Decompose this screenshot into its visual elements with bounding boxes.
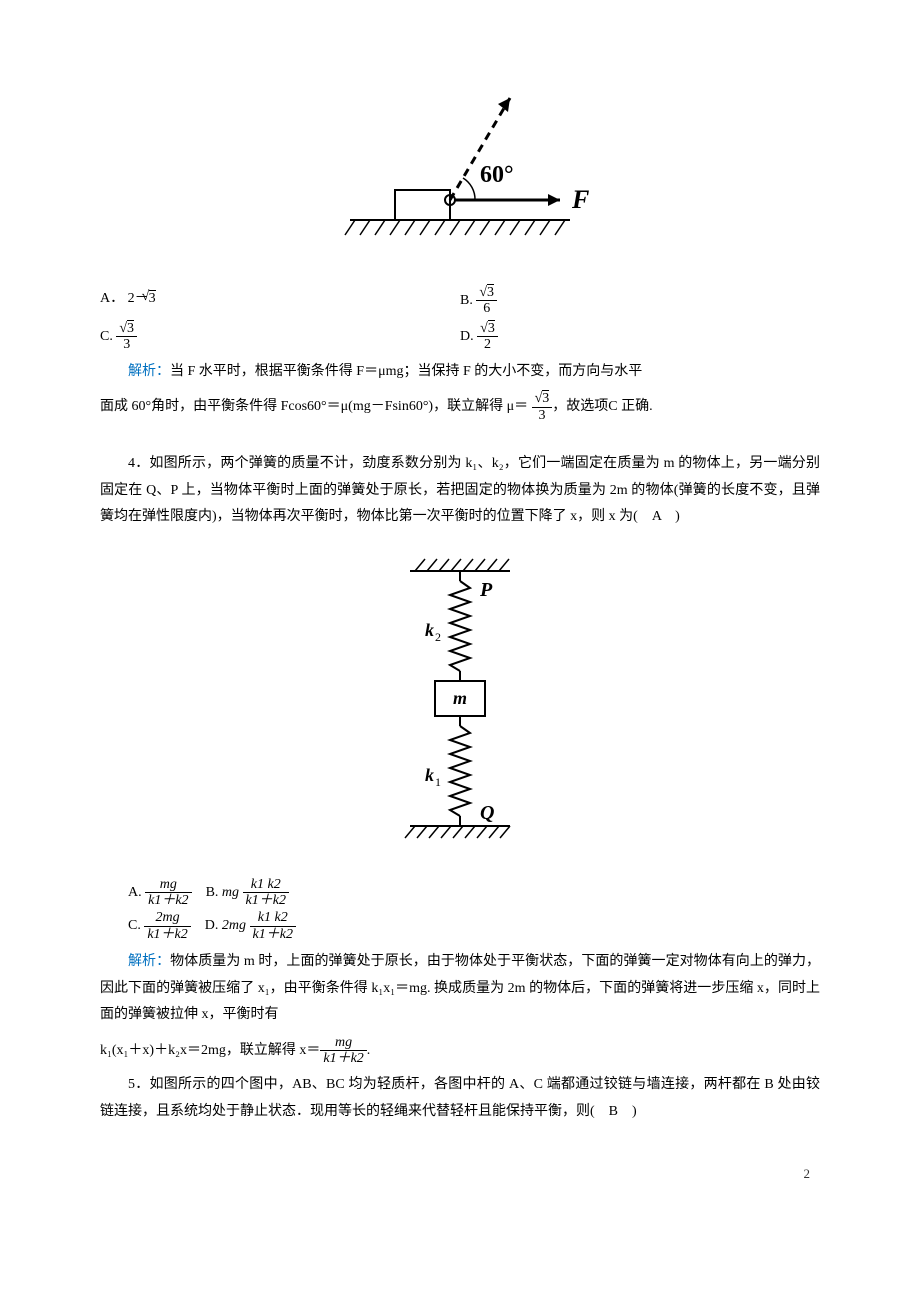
q4-options: A. mg k1＋k2 B. mg k1 k2 k1＋k2 C. 2mg k1＋… [128,876,820,943]
opt-c-label: C. [100,329,113,344]
opt-c-label: C. [128,918,141,933]
q4-stem: 4．如图所示，两个弹簧的质量不计，劲度系数分别为 k₁、k₂，它们一端固定在质量… [100,451,820,531]
q3-options: A． 2－3√ B. √3 6 C. √3 3 D. [100,285,820,353]
opt-c-value: √3 3 [116,321,137,353]
svg-text:Q: Q [480,802,494,824]
page-number: 2 [100,1166,820,1182]
opt-b-label: B. [206,885,219,900]
q4-solution: 解析：物体质量为 m 时，上面的弹簧处于原长，由于物体处于平衡状态，下面的弹簧一… [100,949,820,1029]
opt-b-label: B. [460,293,473,308]
svg-text:2: 2 [435,630,441,644]
opt-d-value: k1 k2 k1＋k2 [250,910,296,942]
opt-b-value: √3 6 [476,285,497,317]
svg-text:P: P [479,579,493,601]
svg-text:k: k [425,765,434,785]
opt-d-value: √3 2 [477,321,498,353]
figure-force-block: 60° F [100,80,820,265]
q4-solution-line2: k₁(x₁＋x)＋k₂x＝2mg，联立解得 x＝ mg k1＋k2 . [100,1035,820,1067]
q5-stem: 5．如图所示的四个图中，AB、BC 均为轻质杆，各图中杆的 A、C 端都通过铰链… [100,1072,820,1125]
svg-text:m: m [453,688,467,708]
q3-solution: 解析：当 F 水平时，根据平衡条件得 F＝μmg；当保持 F 的大小不变，而方向… [100,359,820,386]
opt-a-value: 2－3√ [128,289,156,306]
svg-text:60°: 60° [480,162,514,188]
opt-d-label: D. [460,329,474,344]
opt-a-value: mg k1＋k2 [145,877,191,909]
opt-a-label: A． [100,291,124,306]
opt-b-value: k1 k2 k1＋k2 [243,877,289,909]
opt-d-label: D. [205,918,219,933]
svg-text:1: 1 [435,775,441,789]
svg-text:k: k [425,620,434,640]
q3-solution-line2: 面成 60°角时，由平衡条件得 Fcos60°＝μ(mg－Fsin60°)，联立… [100,391,820,423]
svg-text:F: F [571,185,589,214]
opt-c-value: 2mg k1＋k2 [144,910,190,942]
opt-a-label: A. [128,885,142,900]
figure-springs: m P k 2 k 1 Q [100,551,820,856]
